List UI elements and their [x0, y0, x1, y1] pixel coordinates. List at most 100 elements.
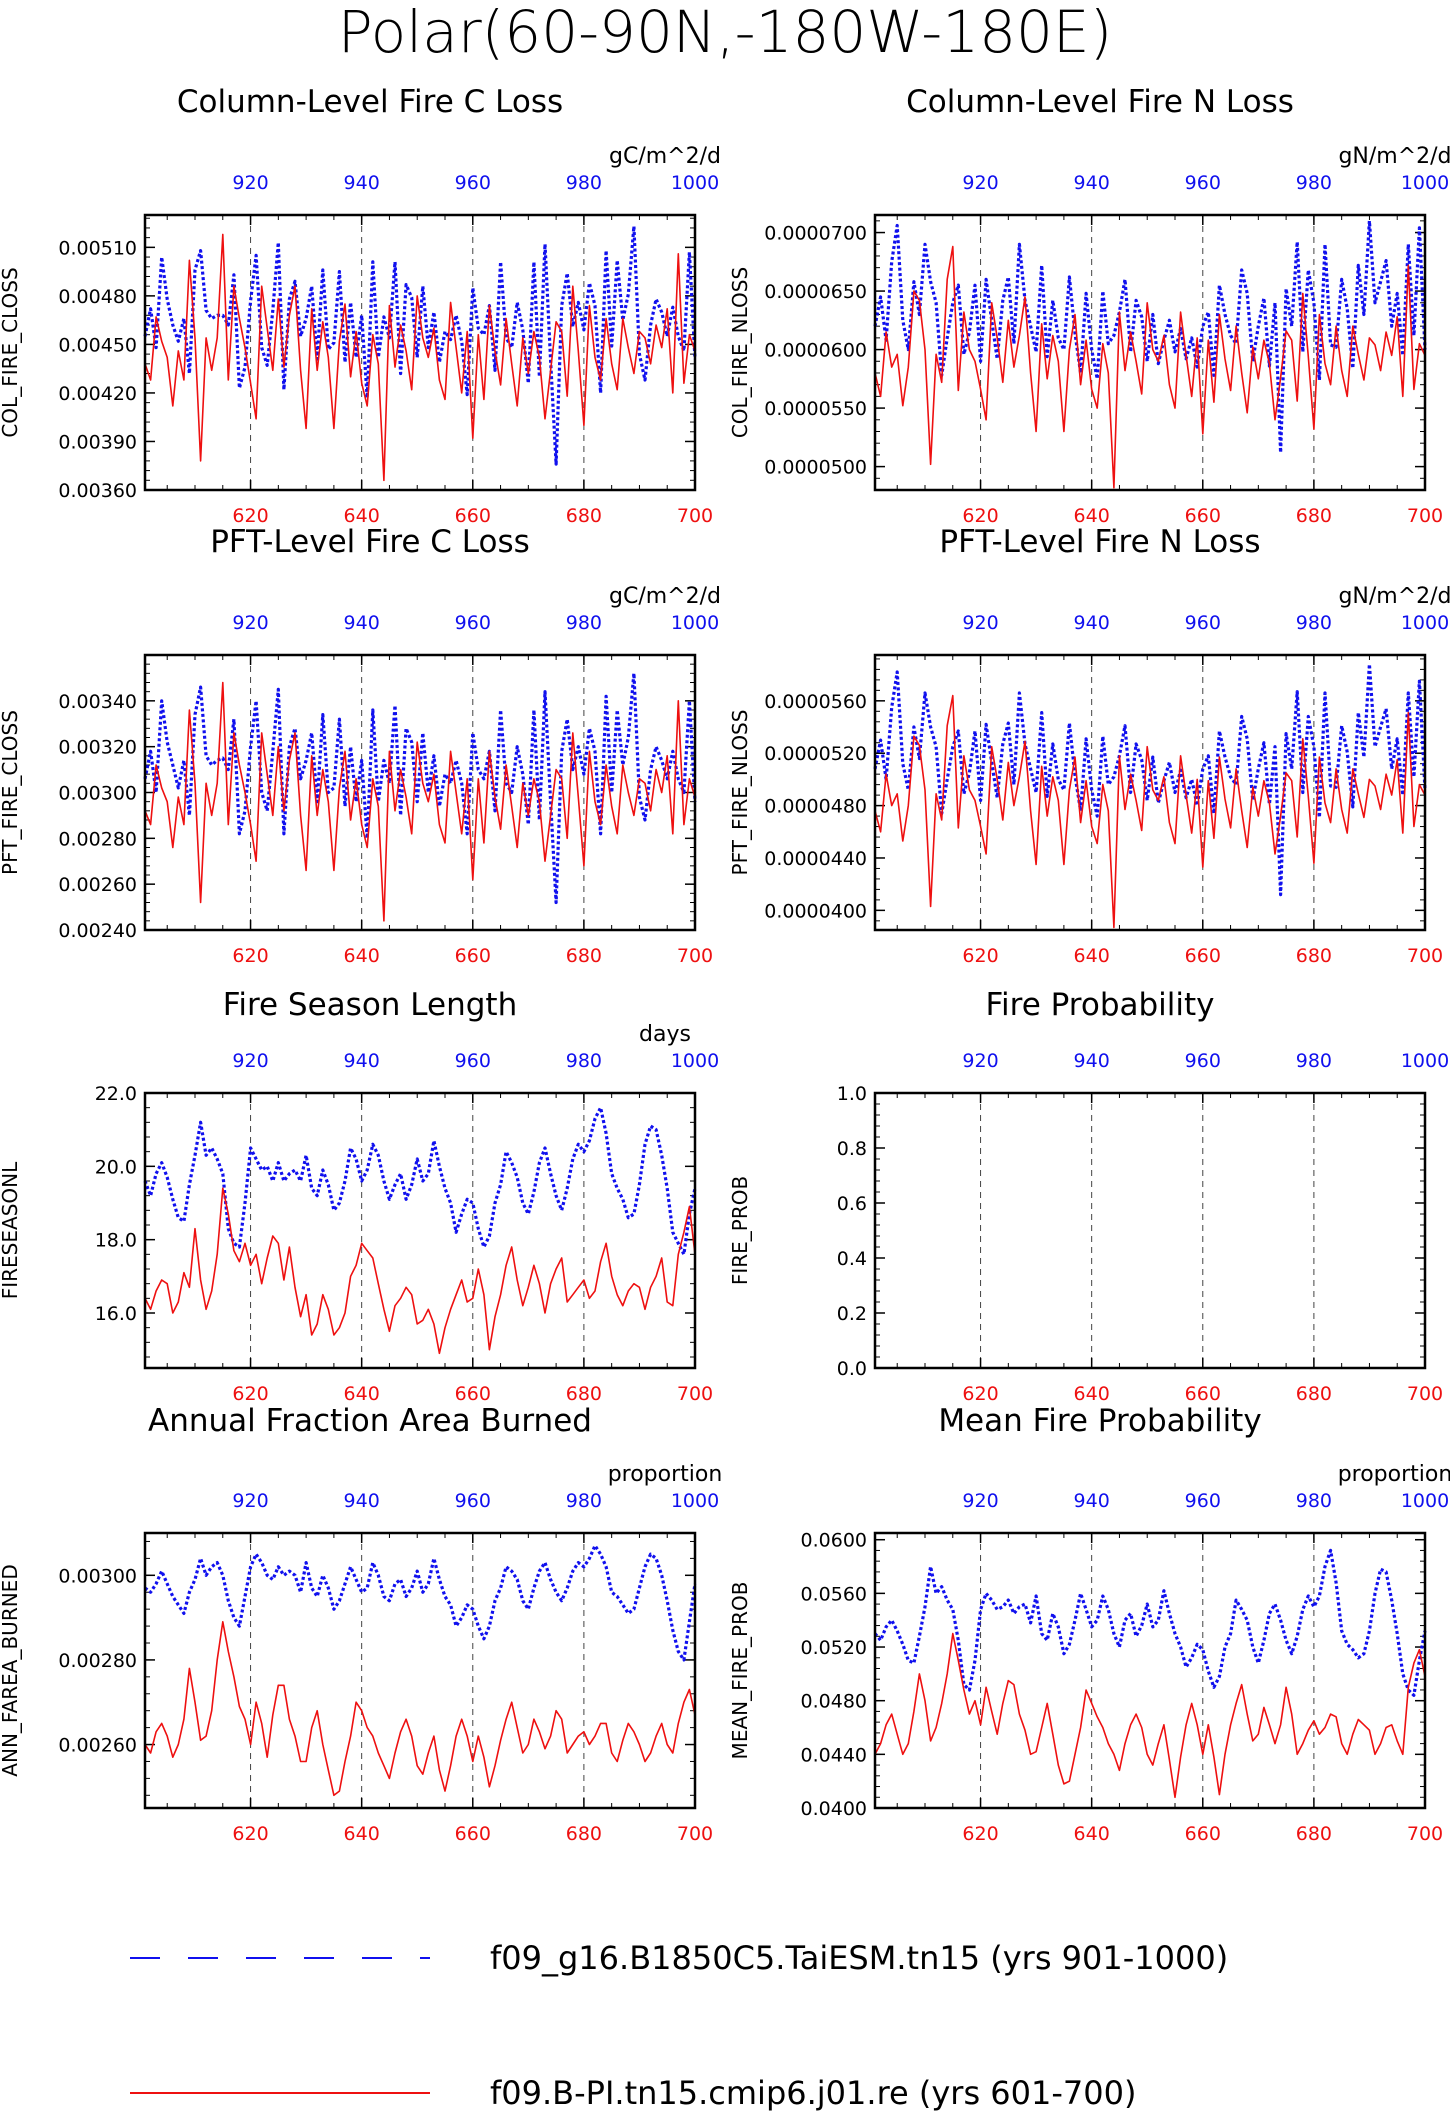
x-tick-label-bottom: 680 — [566, 1823, 602, 1845]
y-tick-label: 0.00300 — [58, 783, 137, 805]
panel-title: Column-Level Fire C Loss — [177, 84, 563, 120]
y-tick-label: 0.0000550 — [764, 398, 867, 420]
y-tick-label: 0.0000480 — [764, 796, 867, 818]
x-tick-label-bottom: 660 — [1185, 1383, 1221, 1405]
panel-title: PFT-Level Fire C Loss — [210, 524, 530, 560]
x-tick-label-bottom: 700 — [677, 1823, 713, 1845]
x-tick-label-top: 940 — [344, 1050, 380, 1072]
y-axis-label: MEAN_FIRE_PROB — [728, 1582, 752, 1760]
y-tick-label: 0.0000560 — [764, 691, 867, 713]
plot-frame — [143, 1091, 697, 1370]
panels: 620 640 660 680 700 920 940 960 980 1000 0.00360 0.… — [0, 84, 1450, 1845]
x-tick-label-bottom: 660 — [455, 1383, 491, 1405]
x-tick-label-bottom: 640 — [1074, 945, 1110, 967]
panel-2: 620 640 660 680 700 920 940 960 980 1000 0.0000500… — [728, 84, 1450, 527]
y-tick-label: 0.00420 — [58, 383, 137, 405]
panel-7: 620 640 660 680 700 920 940 960 980 1000 0.00260 0.… — [0, 1403, 722, 1845]
y-tick-label: 16.0 — [95, 1303, 137, 1325]
plot-frame — [143, 213, 697, 492]
x-tick-label-top: 940 — [1074, 172, 1110, 194]
y-tick-label: 0.00260 — [58, 1735, 137, 1757]
x-tick-label-top: 980 — [1296, 1050, 1332, 1072]
x-tick-label-top: 960 — [455, 1050, 491, 1072]
y-tick-label: 22.0 — [95, 1083, 137, 1105]
panel-1: 620 640 660 680 700 920 940 960 980 1000 0.00360 0.… — [0, 84, 721, 527]
x-tick-label-top: 1000 — [671, 172, 719, 194]
x-tick-label-bottom: 640 — [1074, 505, 1110, 527]
x-tick-label-top: 980 — [566, 1490, 602, 1512]
plot-frame — [873, 1531, 1427, 1810]
x-tick-label-top: 940 — [344, 1490, 380, 1512]
y-tick-label: 0.00390 — [58, 431, 137, 453]
plot-frame — [873, 653, 1427, 932]
x-tick-label-top: 960 — [1185, 1490, 1221, 1512]
y-tick-label: 0.0000700 — [764, 223, 867, 245]
y-tick-label: 0.00360 — [58, 480, 137, 502]
legend-label-cmip6: f09.B-PI.tn15.cmip6.j01.re (yrs 601-700) — [490, 2074, 1136, 2112]
x-tick-label-bottom: 620 — [962, 505, 998, 527]
panel-6: 620 640 660 680 700 920 940 960 980 1000 0.0 0.2 0.4… — [728, 987, 1449, 1405]
y-tick-label: 0.2 — [837, 1303, 867, 1325]
x-tick-label-bottom: 660 — [1185, 1823, 1221, 1845]
units-label: gC/m^2/d — [609, 144, 721, 169]
y-tick-label: 0.00300 — [58, 1565, 137, 1587]
x-tick-label-bottom: 700 — [1407, 945, 1443, 967]
series-line-cmip6 — [144, 1187, 696, 1355]
y-tick-label: 0.6 — [837, 1193, 867, 1215]
x-tick-label-top: 960 — [455, 612, 491, 634]
y-tick-label: 0.00510 — [58, 237, 137, 259]
x-tick-label-top: 920 — [962, 1050, 998, 1072]
x-tick-label-top: 980 — [1296, 612, 1332, 634]
y-tick-label: 0.0000400 — [764, 900, 867, 922]
y-tick-label: 0.0400 — [801, 1798, 867, 1820]
x-tick-label-bottom: 620 — [962, 945, 998, 967]
y-tick-label: 0.0 — [837, 1358, 867, 1380]
x-tick-label-bottom: 680 — [1296, 1383, 1332, 1405]
units-label: gC/m^2/d — [609, 584, 721, 609]
series-line-cmip6 — [144, 1621, 696, 1797]
x-tick-label-top: 920 — [962, 172, 998, 194]
series-line-taiesm — [143, 1106, 697, 1256]
x-tick-label-top: 1000 — [1401, 612, 1449, 634]
x-tick-label-bottom: 660 — [455, 505, 491, 527]
y-tick-label: 0.00260 — [58, 874, 137, 896]
legend: f09_g16.B1850C5.TaiESM.tn15 (yrs 901-100… — [130, 1939, 1228, 2112]
panel-3: 620 640 660 680 700 920 940 960 980 1000 0.00240 0.… — [0, 524, 721, 967]
plot-frame — [873, 213, 1427, 492]
series-line-taiesm — [873, 1548, 1427, 1697]
x-tick-label-bottom: 660 — [455, 945, 491, 967]
x-tick-label-top: 1000 — [671, 612, 719, 634]
y-tick-label: 0.0520 — [801, 1637, 867, 1659]
y-tick-label: 20.0 — [95, 1156, 137, 1178]
series-line-taiesm — [144, 1544, 697, 1662]
y-tick-label: 0.0000520 — [764, 743, 867, 765]
plot-frame — [873, 1091, 1427, 1370]
x-tick-label-bottom: 660 — [1185, 505, 1221, 527]
series-line-taiesm — [873, 662, 1427, 897]
x-tick-label-top: 960 — [1185, 172, 1221, 194]
x-tick-label-bottom: 700 — [1407, 1823, 1443, 1845]
series-line-cmip6 — [144, 233, 696, 482]
x-tick-label-top: 920 — [232, 1050, 268, 1072]
x-tick-label-bottom: 640 — [344, 945, 380, 967]
figure-title: Polar(60-90N,-180W-180E) — [338, 0, 1112, 66]
y-axis-label: PFT_FIRE_CLOSS — [0, 710, 22, 875]
x-tick-label-bottom: 680 — [1296, 505, 1332, 527]
y-tick-label: 0.0000500 — [764, 457, 867, 479]
panel-title: PFT-Level Fire N Loss — [939, 524, 1260, 560]
x-tick-label-top: 980 — [566, 612, 602, 634]
x-tick-label-top: 1000 — [671, 1490, 719, 1512]
x-tick-label-top: 960 — [1185, 1050, 1221, 1072]
x-tick-label-top: 960 — [455, 1490, 491, 1512]
x-tick-label-bottom: 680 — [566, 505, 602, 527]
x-tick-label-bottom: 660 — [1185, 945, 1221, 967]
x-tick-label-bottom: 700 — [677, 945, 713, 967]
x-tick-label-top: 1000 — [1401, 1490, 1449, 1512]
y-axis-label: COL_FIRE_CLOSS — [0, 267, 22, 437]
x-tick-label-top: 1000 — [1401, 172, 1449, 194]
units-label: days — [639, 1022, 691, 1047]
x-tick-label-top: 940 — [344, 172, 380, 194]
x-tick-label-bottom: 640 — [344, 1823, 380, 1845]
x-tick-label-top: 920 — [232, 1490, 268, 1512]
